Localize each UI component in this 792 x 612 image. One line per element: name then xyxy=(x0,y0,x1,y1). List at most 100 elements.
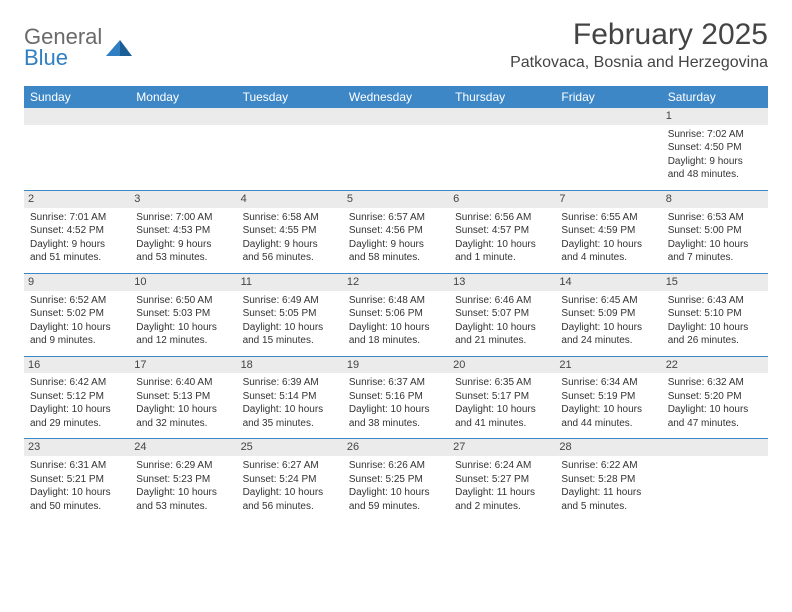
day-cell: 23Sunrise: 6:31 AMSunset: 5:21 PMDayligh… xyxy=(24,439,130,521)
daylight-text: Daylight: 10 hours and 18 minutes. xyxy=(349,321,443,348)
day-cell: 28 Sunrise: 6:22 AMSunset: 5:28 PMDayligh… xyxy=(555,439,661,521)
sunset-text: Sunset: 5:05 PM xyxy=(243,307,337,321)
logo-text-2: Blue xyxy=(24,47,102,69)
day-cell: 9Sunrise: 6:52 AMSunset: 5:02 PMDaylight… xyxy=(24,273,130,356)
day-number: 6 xyxy=(449,191,555,208)
day-cell xyxy=(555,108,661,190)
daylight-text: Daylight: 9 hours and 56 minutes. xyxy=(243,238,337,265)
col-tue: Tuesday xyxy=(237,86,343,108)
week-row: 9Sunrise: 6:52 AMSunset: 5:02 PMDaylight… xyxy=(24,273,768,356)
day-number: 28 xyxy=(555,439,661,456)
day-cell: 2Sunrise: 7:01 AMSunset: 4:52 PMDaylight… xyxy=(24,190,130,273)
day-cell: 24Sunrise: 6:29 AMSunset: 5:23 PMDayligh… xyxy=(130,439,236,521)
sunset-text: Sunset: 4:56 PM xyxy=(349,224,443,238)
sunset-text: Sunset: 5:03 PM xyxy=(136,307,230,321)
daylight-text: Daylight: 9 hours and 53 minutes. xyxy=(136,238,230,265)
daylight-text: Daylight: 10 hours and 4 minutes. xyxy=(561,238,655,265)
day-number: 24 xyxy=(130,439,236,456)
daylight-text: Daylight: 9 hours and 58 minutes. xyxy=(349,238,443,265)
daylight-text: Daylight: 10 hours and 56 minutes. xyxy=(243,486,337,513)
day-cell: 18Sunrise: 6:39 AMSunset: 5:14 PMDayligh… xyxy=(237,356,343,439)
day-number: 1 xyxy=(662,108,768,125)
sunset-text: Sunset: 5:21 PM xyxy=(30,473,124,487)
day-cell: 4Sunrise: 6:58 AMSunset: 4:55 PMDaylight… xyxy=(237,190,343,273)
daylight-text: Daylight: 10 hours and 29 minutes. xyxy=(30,403,124,430)
daylight-text: Daylight: 10 hours and 47 minutes. xyxy=(668,403,762,430)
sunrise-text: Sunrise: 6:40 AM xyxy=(136,376,230,390)
day-number xyxy=(343,108,449,125)
day-number xyxy=(237,108,343,125)
sunset-text: Sunset: 5:16 PM xyxy=(349,390,443,404)
sunset-text: Sunset: 4:53 PM xyxy=(136,224,230,238)
sunrise-text: Sunrise: 6:37 AM xyxy=(349,376,443,390)
day-number xyxy=(130,108,236,125)
day-number: 10 xyxy=(130,274,236,291)
day-cell: 25Sunrise: 6:27 AMSunset: 5:24 PMDayligh… xyxy=(237,439,343,521)
sunrise-text: Sunrise: 6:24 AM xyxy=(455,459,549,473)
day-cell: 5 Sunrise: 6:57 AMSunset: 4:56 PMDaylight… xyxy=(343,190,449,273)
day-cell xyxy=(24,108,130,190)
sunrise-text: Sunrise: 6:26 AM xyxy=(349,459,443,473)
sunrise-text: Sunrise: 6:53 AM xyxy=(668,211,762,225)
sunrise-text: Sunrise: 7:02 AM xyxy=(668,128,762,142)
sunrise-text: Sunrise: 6:32 AM xyxy=(668,376,762,390)
day-number: 11 xyxy=(237,274,343,291)
week-row: 16Sunrise: 6:42 AMSunset: 5:12 PMDayligh… xyxy=(24,356,768,439)
sunrise-text: Sunrise: 6:42 AM xyxy=(30,376,124,390)
daylight-text: Daylight: 10 hours and 7 minutes. xyxy=(668,238,762,265)
day-number: 8 xyxy=(662,191,768,208)
sunset-text: Sunset: 5:09 PM xyxy=(561,307,655,321)
sunset-text: Sunset: 5:14 PM xyxy=(243,390,337,404)
day-cell: 8Sunrise: 6:53 AMSunset: 5:00 PMDaylight… xyxy=(662,190,768,273)
daylight-text: Daylight: 9 hours and 48 minutes. xyxy=(668,155,762,182)
sunset-text: Sunset: 5:06 PM xyxy=(349,307,443,321)
day-cell: 6Sunrise: 6:56 AMSunset: 4:57 PMDaylight… xyxy=(449,190,555,273)
sunset-text: Sunset: 5:28 PM xyxy=(561,473,655,487)
day-cell: 21Sunrise: 6:34 AMSunset: 5:19 PMDayligh… xyxy=(555,356,661,439)
day-number: 12 xyxy=(343,274,449,291)
col-sun: Sunday xyxy=(24,86,130,108)
daylight-text: Daylight: 10 hours and 24 minutes. xyxy=(561,321,655,348)
day-number: 4 xyxy=(237,191,343,208)
daylight-text: Daylight: 10 hours and 59 minutes. xyxy=(349,486,443,513)
sunset-text: Sunset: 5:27 PM xyxy=(455,473,549,487)
day-number xyxy=(24,108,130,125)
col-sat: Saturday xyxy=(662,86,768,108)
daylight-text: Daylight: 10 hours and 35 minutes. xyxy=(243,403,337,430)
day-number: 5 xyxy=(343,191,449,208)
sunrise-text: Sunrise: 6:34 AM xyxy=(561,376,655,390)
sunrise-text: Sunrise: 6:22 AM xyxy=(561,459,655,473)
day-number: 18 xyxy=(237,357,343,374)
day-cell xyxy=(343,108,449,190)
day-cell xyxy=(662,439,768,521)
sunrise-text: Sunrise: 6:45 AM xyxy=(561,294,655,308)
daylight-text: Daylight: 9 hours and 51 minutes. xyxy=(30,238,124,265)
day-cell: 7Sunrise: 6:55 AMSunset: 4:59 PMDaylight… xyxy=(555,190,661,273)
week-row: 23Sunrise: 6:31 AMSunset: 5:21 PMDayligh… xyxy=(24,439,768,521)
day-number: 15 xyxy=(662,274,768,291)
day-cell: 22Sunrise: 6:32 AMSunset: 5:20 PMDayligh… xyxy=(662,356,768,439)
day-cell: 13Sunrise: 6:46 AMSunset: 5:07 PMDayligh… xyxy=(449,273,555,356)
day-number: 23 xyxy=(24,439,130,456)
day-cell: 1 Sunrise: 7:02 AMSunset: 4:50 PMDaylight… xyxy=(662,108,768,190)
day-cell xyxy=(449,108,555,190)
sunset-text: Sunset: 4:50 PM xyxy=(668,141,762,155)
daylight-text: Daylight: 10 hours and 1 minute. xyxy=(455,238,549,265)
daylight-text: Daylight: 10 hours and 53 minutes. xyxy=(136,486,230,513)
day-cell: 14Sunrise: 6:45 AMSunset: 5:09 PMDayligh… xyxy=(555,273,661,356)
col-fri: Friday xyxy=(555,86,661,108)
day-cell: 17Sunrise: 6:40 AMSunset: 5:13 PMDayligh… xyxy=(130,356,236,439)
daylight-text: Daylight: 10 hours and 26 minutes. xyxy=(668,321,762,348)
col-wed: Wednesday xyxy=(343,86,449,108)
daylight-text: Daylight: 11 hours and 5 minutes. xyxy=(561,486,655,513)
day-number: 27 xyxy=(449,439,555,456)
sunset-text: Sunset: 4:59 PM xyxy=(561,224,655,238)
sunrise-text: Sunrise: 6:35 AM xyxy=(455,376,549,390)
sunrise-text: Sunrise: 6:57 AM xyxy=(349,211,443,225)
sunset-text: Sunset: 5:20 PM xyxy=(668,390,762,404)
header: General Blue February 2025 Patkovaca, Bo… xyxy=(24,18,768,72)
day-cell: 15Sunrise: 6:43 AMSunset: 5:10 PMDayligh… xyxy=(662,273,768,356)
daylight-text: Daylight: 10 hours and 9 minutes. xyxy=(30,321,124,348)
sunrise-text: Sunrise: 6:49 AM xyxy=(243,294,337,308)
sunset-text: Sunset: 5:17 PM xyxy=(455,390,549,404)
